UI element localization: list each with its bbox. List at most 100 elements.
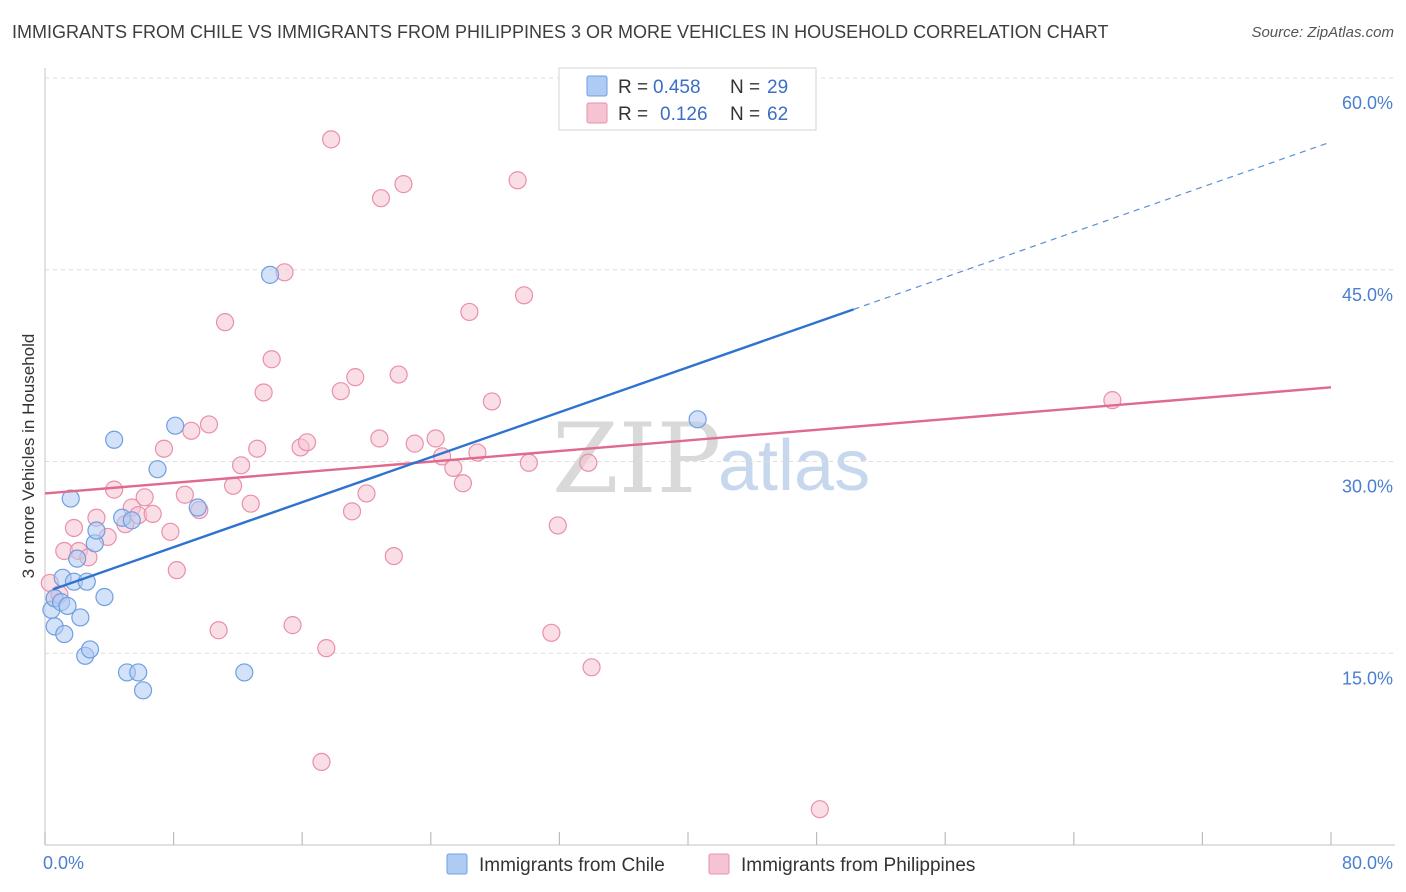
chile-point [68, 549, 87, 568]
source-credit: Source: ZipAtlas.com [1251, 24, 1394, 41]
philippines-point [582, 658, 601, 677]
philippines-point [542, 623, 561, 642]
chart-title: IMMIGRANTS FROM CHILE VS IMMIGRANTS FROM… [12, 22, 1109, 42]
philippines-point [297, 433, 317, 452]
chile-point [235, 663, 254, 682]
philippines-point [322, 130, 341, 149]
philippines-point [312, 752, 331, 772]
chile-point [166, 416, 185, 435]
philippines-point [317, 639, 336, 658]
philippines-point [444, 458, 463, 477]
philippines-point [810, 800, 829, 819]
philippines-point [548, 516, 567, 535]
chile-point [122, 511, 141, 530]
philippines-point [223, 476, 243, 495]
philippines-point [232, 456, 251, 475]
philippines-point [105, 480, 124, 499]
philippines-point [254, 383, 273, 402]
philippines-point [135, 488, 154, 507]
chile-point [260, 265, 280, 284]
philippines-point [143, 504, 162, 524]
legend-n-label-philippines: N = [730, 104, 760, 125]
philippines-point [248, 439, 267, 458]
philippines-point [161, 522, 180, 541]
philippines-point [175, 485, 194, 504]
philippines-point [331, 382, 350, 401]
philippines-point [508, 171, 527, 190]
chile-trend-extension [853, 141, 1332, 310]
bottom-legend-label-philippines: Immigrants from Philippines [741, 855, 975, 876]
chile-point [188, 498, 207, 517]
philippines-series-points [40, 130, 1122, 819]
philippines-point [519, 453, 538, 472]
x-tick-label-max: 80.0% [1342, 853, 1393, 873]
philippines-point [371, 189, 391, 208]
gridlines [45, 77, 1395, 654]
x-tick-label-min: 0.0% [43, 853, 84, 873]
philippines-point [346, 368, 365, 387]
chile-point [133, 681, 153, 700]
philippines-point [514, 286, 534, 305]
philippines-point [394, 175, 413, 194]
philippines-point [182, 421, 201, 440]
philippines-point [357, 484, 376, 503]
philippines-point [460, 302, 479, 322]
philippines-point [453, 474, 473, 493]
x-axis-ticks [44, 832, 1332, 845]
legend-r-label-chile: R = [618, 77, 648, 98]
chile-point [71, 608, 90, 627]
chile-point [688, 410, 707, 429]
legend-r-value-chile: 0.458 [653, 77, 701, 98]
philippines-point [154, 439, 174, 458]
y-tick-label: 60.0% [1342, 93, 1393, 113]
philippines-point [342, 502, 362, 521]
philippines-point [64, 518, 84, 538]
watermark-atlas: atlas [718, 426, 870, 506]
philippines-point [579, 453, 598, 472]
philippines-point [241, 494, 260, 513]
series-legend: Immigrants from Chile Immigrants from Ph… [446, 853, 975, 876]
chile-series-points [42, 265, 707, 700]
chile-point [95, 587, 114, 607]
legend-swatch-philippines [586, 102, 608, 124]
correlation-legend: R = 0.458 N = 29 R = 0.126 N = 62 [558, 67, 817, 131]
bottom-legend-swatch-chile [446, 853, 468, 875]
philippines-point [482, 392, 501, 411]
philippines-point [384, 546, 403, 566]
y-axis-tick-labels: 15.0% 30.0% 45.0% 60.0% [1342, 93, 1393, 688]
philippines-point [405, 434, 424, 453]
bottom-legend-swatch-philippines [708, 853, 730, 875]
chile-point [55, 624, 74, 644]
y-axis-label: 3 or more Vehicles in Household [19, 334, 38, 579]
chile-trend-line [52, 308, 854, 591]
philippines-point [209, 621, 228, 640]
legend-n-label-chile: N = [730, 77, 760, 98]
philippines-point [262, 350, 281, 369]
y-tick-label: 15.0% [1342, 668, 1393, 688]
legend-n-value-philippines: 62 [767, 104, 788, 125]
philippines-point [199, 415, 219, 434]
trend-lines [44, 141, 1332, 591]
philippines-point [389, 365, 408, 384]
philippines-point [370, 429, 389, 448]
chile-point [61, 489, 80, 508]
legend-r-label-philippines: R = [618, 104, 648, 125]
chile-point [148, 460, 167, 479]
chile-point [105, 430, 124, 449]
legend-r-value-philippines: 0.126 [660, 104, 708, 125]
axes [44, 68, 1395, 846]
philippines-point [215, 313, 235, 332]
chile-point [129, 663, 148, 682]
philippines-point [426, 429, 445, 448]
philippines-point [167, 561, 186, 580]
y-tick-label: 45.0% [1342, 285, 1393, 305]
chile-point [80, 640, 100, 659]
chile-point [58, 596, 77, 616]
legend-swatch-chile [586, 75, 608, 97]
chile-point [87, 521, 106, 540]
y-tick-label: 30.0% [1342, 477, 1393, 497]
bottom-legend-label-chile: Immigrants from Chile [479, 855, 665, 876]
philippines-point [283, 616, 302, 635]
legend-n-value-chile: 29 [767, 77, 788, 98]
